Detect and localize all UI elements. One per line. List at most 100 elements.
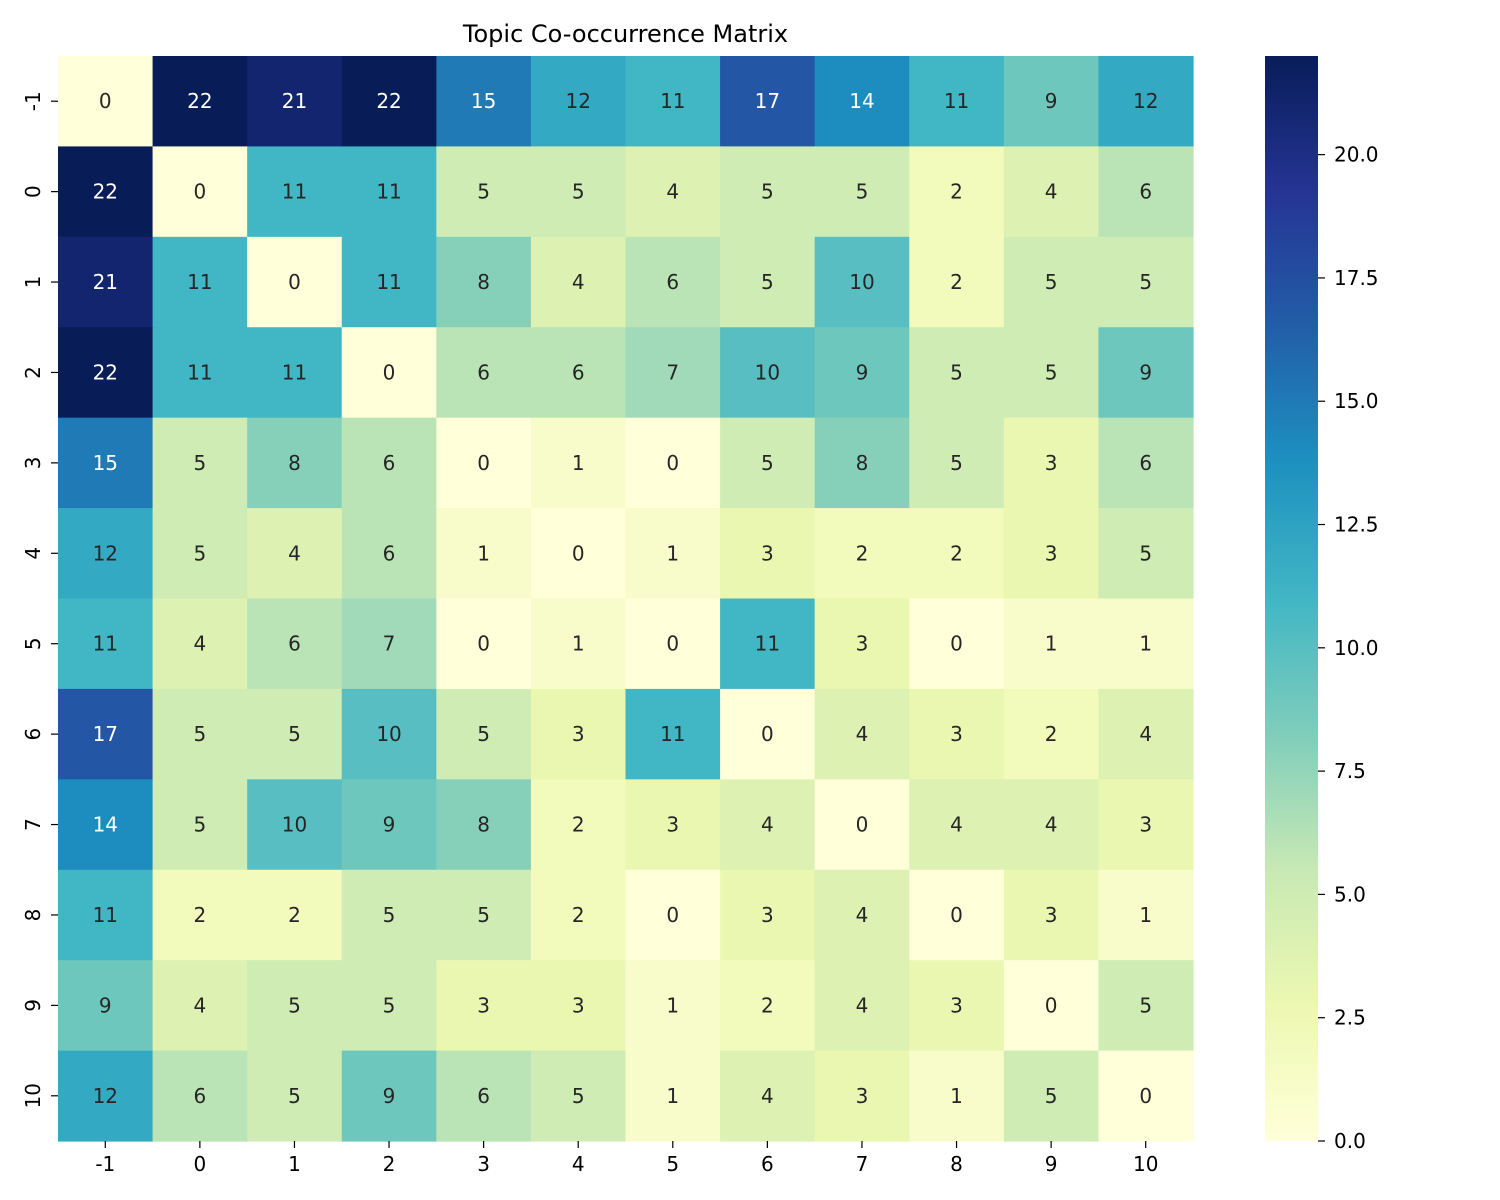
heatmap-cell xyxy=(1003,779,1100,871)
cell-value-label: 2 xyxy=(288,903,301,927)
cell-value-label: 12 xyxy=(93,541,118,565)
heatmap-cell xyxy=(152,236,248,328)
heatmap-cell xyxy=(720,236,816,328)
cell-value-label: 5 xyxy=(383,993,396,1017)
y-tick-label: -1 xyxy=(21,91,45,111)
heatmap-cell xyxy=(909,598,1005,690)
cell-value-label: 5 xyxy=(950,360,963,384)
cell-value-label: 6 xyxy=(383,451,396,475)
cell-value-label: 6 xyxy=(1139,451,1152,475)
heatmap-cell xyxy=(58,779,154,871)
y-tick-label: 1 xyxy=(21,276,45,289)
cell-value-label: 3 xyxy=(761,903,774,927)
cell-value-label: 14 xyxy=(849,89,874,113)
heatmap-cell xyxy=(152,598,248,690)
heatmap-cell xyxy=(1098,869,1194,961)
heatmap-cell xyxy=(341,688,437,780)
heatmap-cell xyxy=(530,1050,627,1142)
cell-value-label: 8 xyxy=(477,270,490,294)
cell-value-label: 11 xyxy=(660,722,685,746)
heatmap-cell xyxy=(152,960,248,1052)
cell-value-label: 12 xyxy=(565,89,590,113)
y-tick-label: 7 xyxy=(21,818,45,831)
heatmap-cell xyxy=(1098,236,1194,328)
cell-value-label: 22 xyxy=(376,89,401,113)
cell-value-label: 3 xyxy=(1045,541,1058,565)
cell-value-label: 0 xyxy=(950,903,963,927)
heatmap-cell xyxy=(814,869,910,961)
heatmap-cell xyxy=(436,779,532,871)
cell-value-label: 22 xyxy=(93,180,118,204)
cell-value-label: 10 xyxy=(376,722,401,746)
heatmap-cell xyxy=(720,327,816,419)
cell-value-label: 4 xyxy=(950,813,963,837)
heatmap-cell xyxy=(58,327,154,419)
cell-value-label: 0 xyxy=(666,451,679,475)
heatmap-cell xyxy=(1098,327,1194,419)
heatmap-cell xyxy=(1003,598,1100,690)
heatmap-cell xyxy=(1098,960,1194,1052)
heatmap-cell xyxy=(341,779,437,871)
cell-value-label: 2 xyxy=(950,541,963,565)
cell-value-label: 3 xyxy=(1045,903,1058,927)
cell-value-label: 1 xyxy=(572,451,585,475)
heatmap-cell xyxy=(720,960,816,1052)
heatmap-cell xyxy=(436,1050,532,1142)
cell-value-label: 5 xyxy=(383,903,396,927)
cell-value-label: 2 xyxy=(572,903,585,927)
cell-value-label: 11 xyxy=(93,903,118,927)
colorbar-tick-label: 17.5 xyxy=(1334,266,1379,290)
heatmap-cell xyxy=(152,1050,248,1142)
cell-value-label: 7 xyxy=(383,632,396,656)
heatmap-cell xyxy=(247,146,343,238)
heatmap-cell xyxy=(909,417,1005,509)
heatmap-cell xyxy=(814,327,910,419)
x-tick-label: 4 xyxy=(572,1152,585,1176)
cell-value-label: 0 xyxy=(1045,993,1058,1017)
cell-value-label: 0 xyxy=(1139,1084,1152,1108)
cell-value-label: 5 xyxy=(1139,541,1152,565)
heatmap-cell xyxy=(436,327,532,419)
heatmap-cell xyxy=(530,779,627,871)
cell-value-label: 5 xyxy=(1045,360,1058,384)
cell-value-label: 9 xyxy=(99,993,112,1017)
cell-value-label: 5 xyxy=(572,180,585,204)
chart-title: Topic Co-occurrence Matrix xyxy=(462,20,788,48)
cell-value-label: 5 xyxy=(477,722,490,746)
heatmap-cell xyxy=(58,417,154,509)
cell-value-label: 6 xyxy=(194,1084,207,1108)
heatmap-cell xyxy=(1003,869,1100,961)
heatmap-cell xyxy=(720,779,816,871)
heatmap-cell xyxy=(625,236,721,328)
cell-value-label: 11 xyxy=(755,632,780,656)
cell-value-label: 11 xyxy=(944,89,969,113)
heatmap-cell xyxy=(58,598,154,690)
cell-value-label: 0 xyxy=(99,89,112,113)
cell-value-label: 0 xyxy=(950,632,963,656)
cell-value-label: 8 xyxy=(288,451,301,475)
cell-value-label: 10 xyxy=(755,360,780,384)
cell-value-label: 1 xyxy=(572,632,585,656)
cell-value-label: 4 xyxy=(761,813,774,837)
heatmap-cell xyxy=(341,598,437,690)
cell-value-label: 4 xyxy=(856,722,869,746)
heatmap-cell xyxy=(58,236,154,328)
cell-value-label: 9 xyxy=(1045,89,1058,113)
cell-value-label: 6 xyxy=(666,270,679,294)
cell-value-label: 0 xyxy=(761,722,774,746)
heatmap-cell xyxy=(530,869,627,961)
cell-value-label: 3 xyxy=(572,722,585,746)
cell-value-label: 6 xyxy=(1139,180,1152,204)
heatmap-cell xyxy=(530,236,627,328)
heatmap-cell xyxy=(625,146,721,238)
heatmap-cell xyxy=(1003,236,1100,328)
y-tick-label: 3 xyxy=(21,457,45,470)
cell-value-label: 5 xyxy=(761,270,774,294)
cell-value-label: 6 xyxy=(572,360,585,384)
cell-value-label: 15 xyxy=(471,89,496,113)
cell-value-label: 3 xyxy=(761,541,774,565)
heatmap-cell xyxy=(152,56,248,148)
cell-value-label: 0 xyxy=(666,632,679,656)
x-tick-label: 7 xyxy=(856,1152,869,1176)
